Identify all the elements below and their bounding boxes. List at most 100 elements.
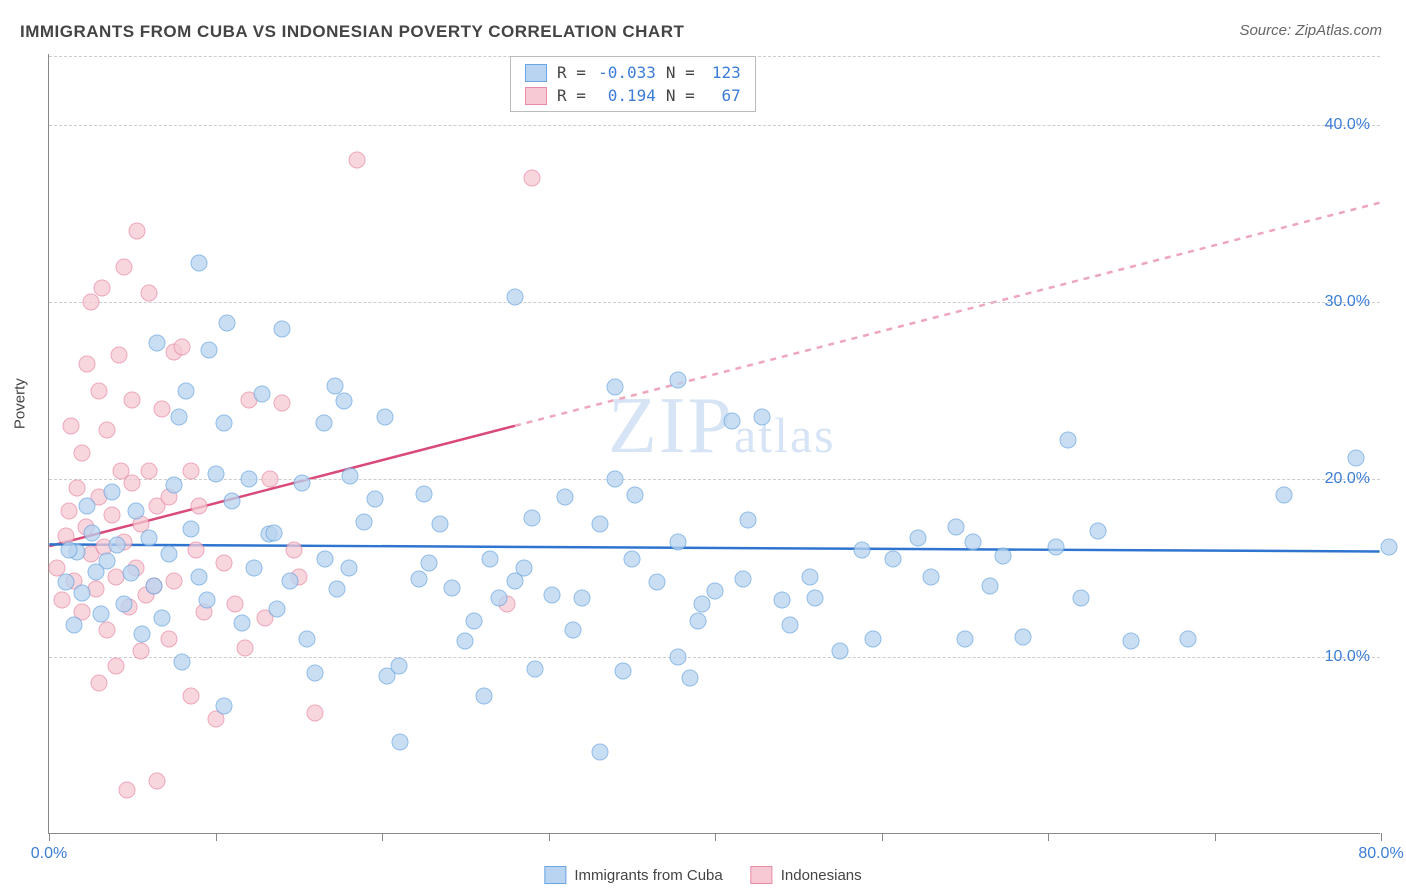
point-indonesians [90, 675, 107, 692]
point-cuba [219, 315, 236, 332]
point-cuba [1276, 487, 1293, 504]
point-cuba [215, 698, 232, 715]
point-cuba [57, 574, 74, 591]
stats-box: R = -0.033 N = 123 R = 0.194 N = 67 [510, 56, 756, 112]
legend-label-a: Immigrants from Cuba [574, 867, 722, 884]
point-cuba [200, 342, 217, 359]
point-cuba [420, 554, 437, 571]
point-indonesians [82, 294, 99, 311]
point-cuba [65, 616, 82, 633]
point-cuba [623, 551, 640, 568]
source-label: Source: ZipAtlas.com [1239, 22, 1382, 39]
point-cuba [307, 664, 324, 681]
point-cuba [627, 487, 644, 504]
swatch-a-icon [544, 866, 566, 884]
point-indonesians [227, 595, 244, 612]
point-cuba [573, 590, 590, 607]
point-cuba [377, 409, 394, 426]
point-cuba [457, 632, 474, 649]
point-cuba [615, 662, 632, 679]
point-cuba [753, 409, 770, 426]
point-cuba [507, 288, 524, 305]
point-cuba [415, 485, 432, 502]
swatch-a [525, 64, 547, 82]
point-cuba [410, 570, 427, 587]
point-cuba [234, 615, 251, 632]
point-cuba [224, 492, 241, 509]
point-cuba [149, 334, 166, 351]
point-cuba [355, 514, 372, 531]
ytick-label: 30.0% [1325, 293, 1370, 311]
point-cuba [340, 560, 357, 577]
point-cuba [265, 524, 282, 541]
point-cuba [254, 386, 271, 403]
point-cuba [806, 590, 823, 607]
point-cuba [190, 568, 207, 585]
point-cuba [342, 467, 359, 484]
point-cuba [177, 382, 194, 399]
point-cuba [87, 563, 104, 580]
point-cuba [240, 471, 257, 488]
point-cuba [299, 631, 316, 648]
point-cuba [1059, 432, 1076, 449]
point-cuba [648, 574, 665, 591]
xtick [1215, 833, 1216, 841]
point-indonesians [115, 258, 132, 275]
xtick [882, 833, 883, 841]
point-cuba [693, 595, 710, 612]
point-indonesians [99, 421, 116, 438]
point-indonesians [90, 382, 107, 399]
plot-area: ZIPatlas 10.0%20.0%30.0%40.0%0.0%80.0% [48, 54, 1380, 834]
point-cuba [1015, 629, 1032, 646]
point-cuba [831, 643, 848, 660]
point-cuba [801, 568, 818, 585]
point-cuba [134, 625, 151, 642]
point-cuba [104, 483, 121, 500]
point-cuba [557, 489, 574, 506]
xtick-label: 80.0% [1358, 845, 1403, 863]
point-cuba [165, 476, 182, 493]
point-indonesians [129, 223, 146, 240]
legend-label-b: Indonesians [781, 867, 862, 884]
point-cuba [215, 414, 232, 431]
point-cuba [607, 379, 624, 396]
point-cuba [329, 581, 346, 598]
point-cuba [773, 592, 790, 609]
point-cuba [981, 577, 998, 594]
point-cuba [523, 510, 540, 527]
point-cuba [1073, 590, 1090, 607]
point-cuba [490, 590, 507, 607]
point-cuba [79, 498, 96, 515]
point-indonesians [237, 639, 254, 656]
point-cuba [245, 560, 262, 577]
trend-lines-layer [49, 54, 1380, 833]
point-cuba [956, 631, 973, 648]
point-indonesians [182, 687, 199, 704]
point-cuba [317, 551, 334, 568]
gridline [49, 657, 1380, 658]
point-indonesians [124, 475, 141, 492]
point-cuba [723, 412, 740, 429]
point-cuba [140, 529, 157, 546]
point-cuba [1381, 538, 1398, 555]
point-indonesians [149, 772, 166, 789]
point-indonesians [349, 152, 366, 169]
point-cuba [282, 572, 299, 589]
point-indonesians [69, 480, 86, 497]
xtick [715, 833, 716, 841]
point-indonesians [140, 462, 157, 479]
xtick [1048, 833, 1049, 841]
point-cuba [948, 519, 965, 536]
legend: Immigrants from Cuba Indonesians [544, 866, 861, 884]
ytick-label: 10.0% [1325, 648, 1370, 666]
point-cuba [995, 547, 1012, 564]
point-indonesians [190, 498, 207, 515]
point-cuba [174, 654, 191, 671]
point-indonesians [165, 572, 182, 589]
xtick [1381, 833, 1382, 841]
xtick [382, 833, 383, 841]
point-cuba [274, 320, 291, 337]
point-cuba [335, 393, 352, 410]
swatch-b-icon [751, 866, 773, 884]
point-indonesians [54, 592, 71, 609]
